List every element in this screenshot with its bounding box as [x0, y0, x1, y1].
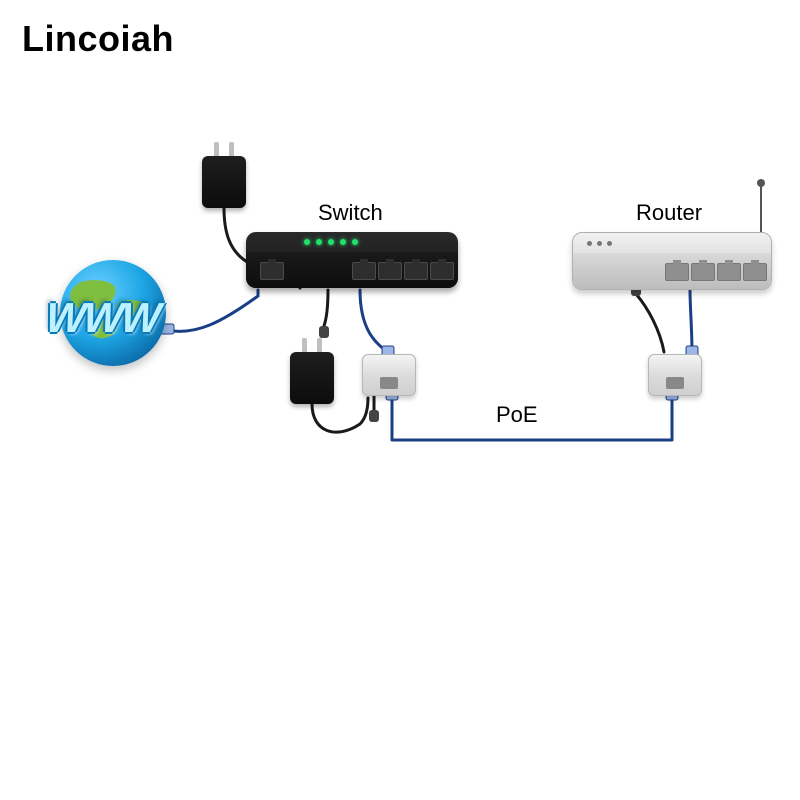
- cable-layer: [0, 0, 800, 800]
- label-router: Router: [636, 200, 702, 226]
- power-adapter-1: [202, 156, 246, 208]
- brand-text: Lincoiah: [22, 18, 174, 60]
- www-text: WWW: [44, 294, 160, 342]
- wireless-router: [572, 232, 772, 290]
- poe-splitter: [648, 354, 702, 396]
- label-switch: Switch: [318, 200, 383, 226]
- router-antenna: [760, 182, 762, 236]
- poe-injector: [362, 354, 416, 396]
- internet-globe: WWW: [60, 260, 180, 380]
- power-adapter-2: [290, 352, 334, 404]
- diagram-canvas: Lincoiah Switch Router PoE: [0, 0, 800, 800]
- network-switch: [246, 232, 458, 288]
- label-poe: PoE: [496, 402, 538, 428]
